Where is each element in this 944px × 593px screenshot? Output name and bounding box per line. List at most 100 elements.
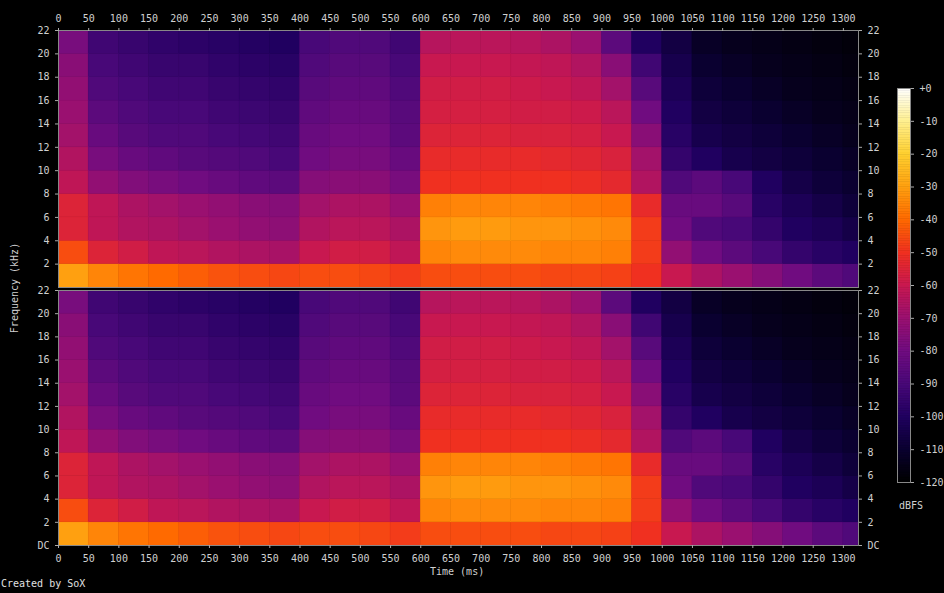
svg-text:10: 10 bbox=[37, 165, 49, 176]
svg-text:18: 18 bbox=[868, 331, 880, 342]
svg-text:0: 0 bbox=[55, 13, 61, 24]
svg-text:750: 750 bbox=[502, 13, 520, 24]
svg-text:+0: +0 bbox=[920, 83, 932, 94]
svg-text:16: 16 bbox=[37, 354, 49, 365]
svg-text:350: 350 bbox=[261, 13, 279, 24]
svg-text:8: 8 bbox=[868, 188, 874, 199]
svg-text:500: 500 bbox=[351, 13, 369, 24]
svg-text:650: 650 bbox=[442, 553, 460, 564]
svg-text:4: 4 bbox=[868, 493, 874, 504]
svg-text:550: 550 bbox=[382, 13, 400, 24]
svg-text:1300: 1300 bbox=[831, 553, 855, 564]
svg-text:14: 14 bbox=[37, 118, 49, 129]
svg-text:300: 300 bbox=[231, 13, 249, 24]
svg-text:250: 250 bbox=[200, 553, 218, 564]
svg-text:1100: 1100 bbox=[711, 553, 735, 564]
svg-text:16: 16 bbox=[868, 95, 880, 106]
svg-text:6: 6 bbox=[43, 470, 49, 481]
svg-text:20: 20 bbox=[37, 308, 49, 319]
svg-text:18: 18 bbox=[37, 331, 49, 342]
svg-text:2: 2 bbox=[868, 517, 874, 528]
svg-text:18: 18 bbox=[37, 71, 49, 82]
svg-text:-50: -50 bbox=[920, 247, 938, 258]
svg-text:700: 700 bbox=[472, 553, 490, 564]
svg-text:-20: -20 bbox=[920, 148, 938, 159]
svg-text:1050: 1050 bbox=[680, 553, 704, 564]
svg-text:-80: -80 bbox=[920, 345, 938, 356]
svg-text:1000: 1000 bbox=[650, 553, 674, 564]
svg-text:-30: -30 bbox=[920, 181, 938, 192]
svg-text:450: 450 bbox=[321, 553, 339, 564]
svg-text:12: 12 bbox=[37, 401, 49, 412]
svg-text:22: 22 bbox=[868, 285, 880, 296]
svg-text:22: 22 bbox=[37, 25, 49, 36]
svg-text:400: 400 bbox=[291, 553, 309, 564]
svg-text:350: 350 bbox=[261, 553, 279, 564]
svg-text:950: 950 bbox=[623, 13, 641, 24]
svg-text:400: 400 bbox=[291, 13, 309, 24]
svg-text:1300: 1300 bbox=[831, 13, 855, 24]
svg-text:2: 2 bbox=[868, 258, 874, 269]
svg-text:16: 16 bbox=[868, 354, 880, 365]
svg-text:-40: -40 bbox=[920, 214, 938, 225]
svg-text:14: 14 bbox=[868, 377, 880, 388]
svg-text:1250: 1250 bbox=[801, 13, 825, 24]
svg-text:-110: -110 bbox=[920, 444, 944, 455]
svg-text:300: 300 bbox=[231, 553, 249, 564]
svg-text:850: 850 bbox=[563, 13, 581, 24]
svg-text:12: 12 bbox=[868, 142, 880, 153]
svg-text:1050: 1050 bbox=[680, 13, 704, 24]
svg-text:22: 22 bbox=[868, 25, 880, 36]
svg-text:1250: 1250 bbox=[801, 553, 825, 564]
svg-text:6: 6 bbox=[868, 470, 874, 481]
svg-text:10: 10 bbox=[868, 424, 880, 435]
svg-text:900: 900 bbox=[593, 13, 611, 24]
svg-text:2: 2 bbox=[43, 258, 49, 269]
svg-text:-10: -10 bbox=[920, 116, 938, 127]
svg-text:200: 200 bbox=[170, 13, 188, 24]
svg-text:1200: 1200 bbox=[771, 13, 795, 24]
svg-text:18: 18 bbox=[868, 71, 880, 82]
svg-text:14: 14 bbox=[868, 118, 880, 129]
svg-text:150: 150 bbox=[140, 13, 158, 24]
svg-text:DC: DC bbox=[868, 540, 880, 551]
svg-text:12: 12 bbox=[37, 142, 49, 153]
svg-text:4: 4 bbox=[868, 235, 874, 246]
svg-text:550: 550 bbox=[382, 553, 400, 564]
svg-text:1150: 1150 bbox=[741, 13, 765, 24]
svg-text:4: 4 bbox=[43, 235, 49, 246]
svg-text:-90: -90 bbox=[920, 378, 938, 389]
svg-text:250: 250 bbox=[200, 13, 218, 24]
svg-text:-100: -100 bbox=[920, 411, 944, 422]
svg-text:2: 2 bbox=[43, 517, 49, 528]
svg-text:4: 4 bbox=[43, 493, 49, 504]
svg-text:12: 12 bbox=[868, 401, 880, 412]
svg-text:10: 10 bbox=[37, 424, 49, 435]
svg-text:800: 800 bbox=[532, 13, 550, 24]
svg-text:14: 14 bbox=[37, 377, 49, 388]
svg-text:950: 950 bbox=[623, 553, 641, 564]
svg-text:DC: DC bbox=[37, 540, 49, 551]
svg-text:100: 100 bbox=[110, 553, 128, 564]
svg-text:600: 600 bbox=[412, 553, 430, 564]
svg-text:200: 200 bbox=[170, 553, 188, 564]
svg-text:1150: 1150 bbox=[741, 553, 765, 564]
svg-text:6: 6 bbox=[43, 212, 49, 223]
svg-text:450: 450 bbox=[321, 13, 339, 24]
svg-text:0: 0 bbox=[55, 553, 61, 564]
svg-text:8: 8 bbox=[43, 447, 49, 458]
svg-text:8: 8 bbox=[43, 188, 49, 199]
svg-text:20: 20 bbox=[37, 48, 49, 59]
svg-text:22: 22 bbox=[37, 285, 49, 296]
svg-text:650: 650 bbox=[442, 13, 460, 24]
svg-text:600: 600 bbox=[412, 13, 430, 24]
svg-text:20: 20 bbox=[868, 308, 880, 319]
svg-text:-120: -120 bbox=[920, 477, 944, 488]
svg-text:-60: -60 bbox=[920, 280, 938, 291]
svg-text:500: 500 bbox=[351, 553, 369, 564]
svg-text:750: 750 bbox=[502, 553, 520, 564]
svg-text:1000: 1000 bbox=[650, 13, 674, 24]
svg-text:-70: -70 bbox=[920, 313, 938, 324]
svg-text:50: 50 bbox=[83, 13, 95, 24]
svg-text:800: 800 bbox=[532, 553, 550, 564]
